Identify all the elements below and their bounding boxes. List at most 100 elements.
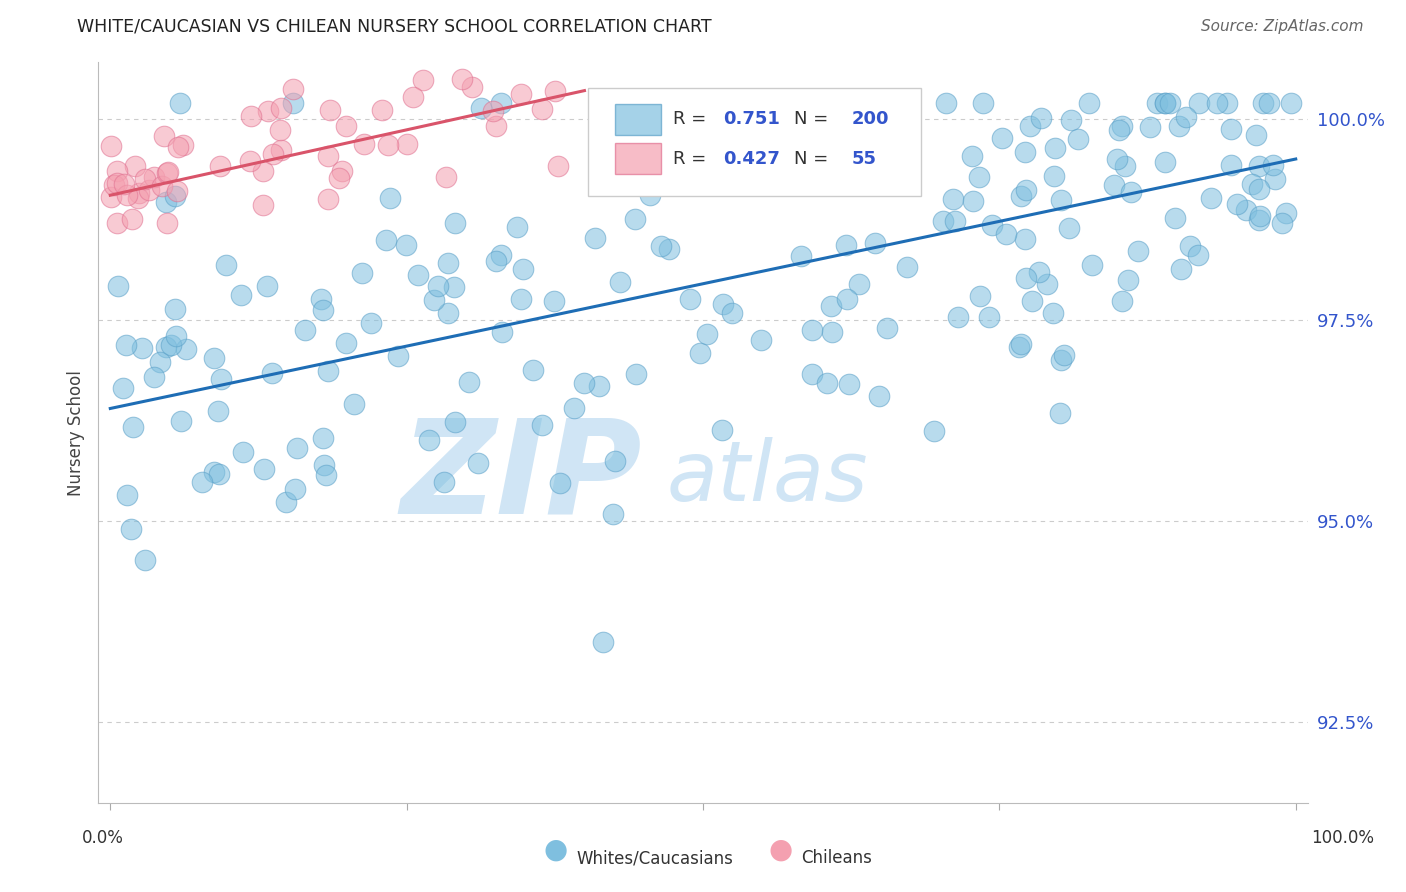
Point	[506, 219, 529, 234]
Point	[1159, 95, 1181, 110]
Point	[207, 467, 229, 482]
Point	[387, 349, 409, 363]
Point	[756, 174, 779, 188]
Point	[433, 475, 456, 490]
Point	[1028, 264, 1050, 278]
Point	[485, 254, 508, 268]
Point	[602, 508, 624, 522]
Point	[800, 367, 823, 381]
Text: 0.751: 0.751	[724, 111, 780, 128]
Point	[360, 316, 382, 330]
Point	[1060, 112, 1083, 127]
Text: N =: N =	[793, 150, 828, 168]
Point	[115, 188, 138, 202]
Point	[841, 131, 863, 145]
Point	[153, 128, 176, 143]
Point	[343, 397, 366, 411]
Point	[1008, 340, 1031, 354]
Point	[262, 146, 284, 161]
FancyBboxPatch shape	[588, 88, 921, 195]
Point	[696, 326, 718, 341]
Point	[1043, 141, 1066, 155]
Point	[169, 95, 191, 110]
Point	[1199, 191, 1222, 205]
Point	[352, 266, 374, 280]
Point	[100, 139, 122, 153]
Point	[813, 170, 835, 185]
Point	[603, 454, 626, 468]
Point	[239, 153, 262, 168]
Point	[283, 82, 305, 96]
Point	[1105, 153, 1128, 167]
Point	[1050, 194, 1073, 208]
Point	[1053, 348, 1076, 362]
Point	[374, 233, 396, 247]
Point	[948, 310, 970, 324]
Point	[1234, 202, 1257, 217]
Point	[638, 188, 661, 202]
Point	[100, 190, 122, 204]
Point	[191, 475, 214, 489]
Text: ●: ●	[768, 836, 793, 864]
Point	[232, 444, 254, 458]
Point	[1059, 221, 1081, 235]
Point	[485, 119, 508, 133]
Point	[572, 376, 595, 390]
Point	[689, 345, 711, 359]
Point	[470, 102, 492, 116]
Point	[312, 302, 335, 317]
Point	[103, 178, 125, 192]
Point	[995, 227, 1018, 241]
Point	[1021, 293, 1043, 308]
Point	[156, 165, 179, 179]
Point	[583, 231, 606, 245]
Point	[1216, 95, 1239, 110]
Point	[1226, 196, 1249, 211]
Point	[962, 194, 984, 209]
Point	[142, 370, 165, 384]
Point	[107, 278, 129, 293]
Point	[202, 351, 225, 365]
Point	[756, 155, 779, 169]
Point	[378, 191, 401, 205]
Point	[427, 278, 450, 293]
Point	[1146, 96, 1168, 111]
Point	[1274, 205, 1296, 219]
Point	[436, 256, 458, 270]
Point	[143, 169, 166, 184]
Point	[1258, 95, 1281, 110]
Text: 0.0%: 0.0%	[82, 829, 124, 847]
FancyBboxPatch shape	[614, 143, 661, 174]
Point	[710, 423, 733, 437]
Point	[1264, 172, 1286, 186]
Point	[1081, 258, 1104, 272]
Point	[422, 293, 444, 307]
Point	[922, 424, 945, 438]
Point	[1168, 120, 1191, 134]
Point	[461, 79, 484, 94]
Point	[1015, 270, 1038, 285]
Point	[252, 164, 274, 178]
Point	[1111, 293, 1133, 308]
Point	[877, 95, 900, 110]
Point	[863, 235, 886, 250]
Point	[408, 268, 430, 282]
Point	[1170, 261, 1192, 276]
Point	[509, 293, 531, 307]
Point	[105, 164, 128, 178]
Point	[721, 305, 744, 319]
Text: Whites/Caucasians: Whites/Caucasians	[576, 849, 734, 867]
Point	[491, 95, 513, 110]
Point	[544, 84, 567, 98]
Text: Chileans: Chileans	[801, 849, 872, 867]
Point	[876, 321, 898, 335]
Point	[980, 218, 1002, 232]
Point	[467, 456, 489, 470]
Point	[115, 488, 138, 502]
Point	[165, 189, 187, 203]
Point	[931, 214, 953, 228]
Point	[1187, 248, 1209, 262]
Point	[131, 341, 153, 355]
Point	[1077, 95, 1099, 110]
Point	[1018, 119, 1040, 133]
